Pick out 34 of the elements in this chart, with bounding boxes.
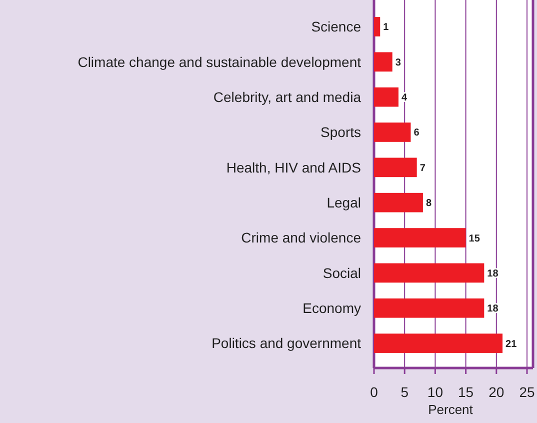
y-tick-label: Politics and government xyxy=(212,335,362,352)
bar xyxy=(374,158,417,178)
data-label: 7 xyxy=(420,162,426,174)
bar xyxy=(374,52,392,72)
bar xyxy=(374,263,484,283)
bar xyxy=(374,228,466,248)
y-tick-label: Crime and violence xyxy=(241,230,362,246)
x-tick-label: 25 xyxy=(519,384,535,400)
y-tick-label: Climate change and sustainable development xyxy=(78,54,362,70)
y-tick-label: Sports xyxy=(320,124,361,140)
x-tick-label: 5 xyxy=(400,384,409,400)
y-tick-label: Health, HIV and AIDS xyxy=(226,159,361,176)
bar xyxy=(374,334,503,353)
data-label: 1 xyxy=(383,22,390,34)
data-label: 8 xyxy=(426,198,432,210)
y-tick-label: Social xyxy=(322,264,361,281)
y-tick-label: Legal xyxy=(326,194,361,210)
y-tick-label: Science xyxy=(311,18,362,35)
bar xyxy=(374,298,484,318)
data-label: 21 xyxy=(506,338,518,350)
bar xyxy=(374,122,411,142)
y-tick-label: Economy xyxy=(302,300,361,316)
data-label: 3 xyxy=(395,57,402,68)
y-tick-label: Celebrity, art and media xyxy=(213,88,362,105)
bar xyxy=(374,87,398,107)
x-tick-label: 15 xyxy=(458,384,474,400)
x-axis-title: Percent xyxy=(428,402,474,417)
data-label: 15 xyxy=(468,233,480,244)
bar xyxy=(374,192,423,212)
data-label: 6 xyxy=(414,128,420,139)
x-tick-label: 20 xyxy=(488,384,504,400)
x-tick-label: 10 xyxy=(427,384,444,400)
bar xyxy=(374,17,380,36)
x-tick-label: 0 xyxy=(370,384,378,400)
